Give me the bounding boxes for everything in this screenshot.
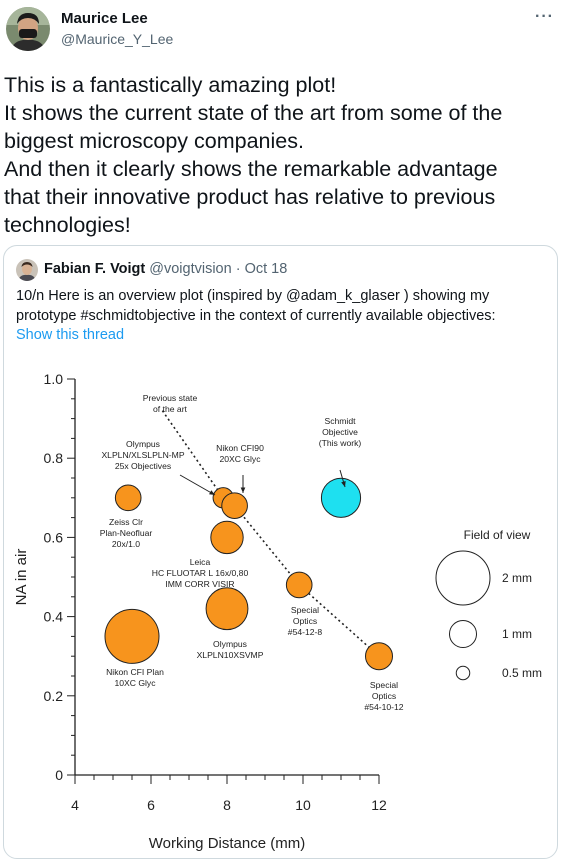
y-tick-label: 0.2 (44, 688, 64, 704)
arrow-schmidt-head (341, 481, 346, 487)
legend-title: Field of view (464, 528, 531, 542)
chart-legend: Field of view 2 mm 1 mm 0.5 mm (435, 528, 542, 681)
tweet-text-line: And then it clearly shows the remarkable… (4, 157, 498, 181)
legend-circle (435, 550, 491, 606)
quoted-author-name[interactable]: Fabian F. Voigt (44, 261, 146, 277)
quoted-author-handle[interactable]: @voigtvision (149, 261, 232, 277)
tweet-text-line: This is a fantastically amazing plot! (4, 73, 337, 97)
chart-annotations: Previous state of the art Olympus XLPLN/XLS… (100, 393, 404, 712)
quoted-header: Fabian F. Voigt @voigtvision · Oct 18 (44, 261, 287, 277)
objective-point[interactable] (104, 608, 160, 664)
chart-points (104, 477, 393, 671)
quoted-separator: · (235, 261, 241, 277)
objective-point[interactable] (365, 642, 393, 671)
quoted-text: 10/n Here is an overview plot (inspired … (16, 286, 546, 326)
y-tick-label: 0.6 (44, 529, 64, 545)
avatar[interactable] (6, 7, 50, 51)
quoted-avatar[interactable] (16, 259, 38, 281)
label-zeiss: Zeiss Clr Plan-Neofluar 20x/1.0 (100, 517, 153, 549)
objective-point[interactable] (205, 587, 249, 631)
x-axis-label: Working Distance (mm) (149, 835, 305, 852)
label-previous-state: Previous state of the art (143, 393, 198, 414)
label-olympus-25x: Olympus XLPLN/XLSLPLN-MP 25x Objectives (101, 439, 184, 471)
tweet-text-line: biggest microscopy companies. (4, 129, 304, 153)
tweet-text: This is a fantastically amazing plot! It… (4, 71, 556, 239)
objective-point[interactable] (114, 484, 142, 512)
author-handle[interactable]: @Maurice_Y_Lee (61, 31, 174, 47)
y-tick-label: 0 (55, 767, 63, 783)
quoted-text-line: 10/n Here is an overview plot (inspired … (16, 288, 490, 304)
label-nikon-cfi90: Nikon CFI90 20XC Glyc (216, 443, 264, 464)
y-tick-label: 0.4 (44, 609, 64, 625)
tweet-text-line: technologies! (4, 213, 131, 237)
legend-label: 1 mm (502, 627, 532, 641)
quoted-date[interactable]: Oct 18 (244, 261, 288, 277)
legend-circle (455, 665, 471, 681)
label-olympus-xlpln10: Olympus XLPLN10XSVMP (197, 639, 264, 660)
show-thread-link[interactable]: Show this thread (16, 327, 125, 343)
x-tick-label: 8 (223, 797, 231, 813)
arrow-nikon-cfi90-head (240, 487, 246, 493)
legend-circle (449, 620, 477, 648)
x-tick-label: 6 (147, 797, 155, 813)
objective-point[interactable] (221, 492, 248, 520)
legend-label: 2 mm (502, 571, 532, 585)
x-tick-label: 10 (295, 797, 311, 813)
objective-scatter-chart[interactable]: 0 0.2 0.4 0.6 0.8 1.0 4 6 8 10 12 Working Distance … (0, 355, 563, 855)
objective-point[interactable] (210, 520, 244, 555)
quoted-text-line: prototype #schmidtobjective in the conte… (16, 308, 496, 324)
author-name[interactable]: Maurice Lee (61, 10, 148, 27)
tweet-text-line: that their innovative product has relati… (4, 185, 496, 209)
chart-axes: 0 0.2 0.4 0.6 0.8 1.0 4 6 8 10 12 Working Distance … (13, 371, 387, 852)
label-special-54-10-12: Special Optics #54-10-12 (364, 680, 403, 712)
label-special-54-12-8: Special Optics #54-12-8 (288, 605, 323, 637)
label-schmidt-objective: Schmidt Objective (This work) (319, 416, 362, 448)
more-options-icon[interactable]: ··· (535, 8, 554, 25)
arrow-olympus-25x-head (209, 490, 215, 495)
arrow-olympus-25x (179, 474, 216, 496)
objective-point[interactable] (285, 571, 313, 599)
x-tick-label: 12 (371, 797, 387, 813)
tweet-text-line: It shows the current state of the art fr… (4, 101, 503, 125)
label-leica: Leica HC FLUOTAR L 16x/0,80 IMM CORR VISIR (152, 557, 249, 589)
x-tick-label: 4 (71, 797, 79, 813)
y-axis-label: NA in air (13, 549, 30, 606)
schmidt-objective-point[interactable] (320, 477, 362, 518)
y-tick-label: 1.0 (44, 371, 64, 387)
y-tick-label: 0.8 (44, 450, 64, 466)
label-nikon-plan: Nikon CFI Plan 10XC Glyc (106, 667, 164, 688)
legend-label: 0.5 mm (502, 666, 542, 680)
